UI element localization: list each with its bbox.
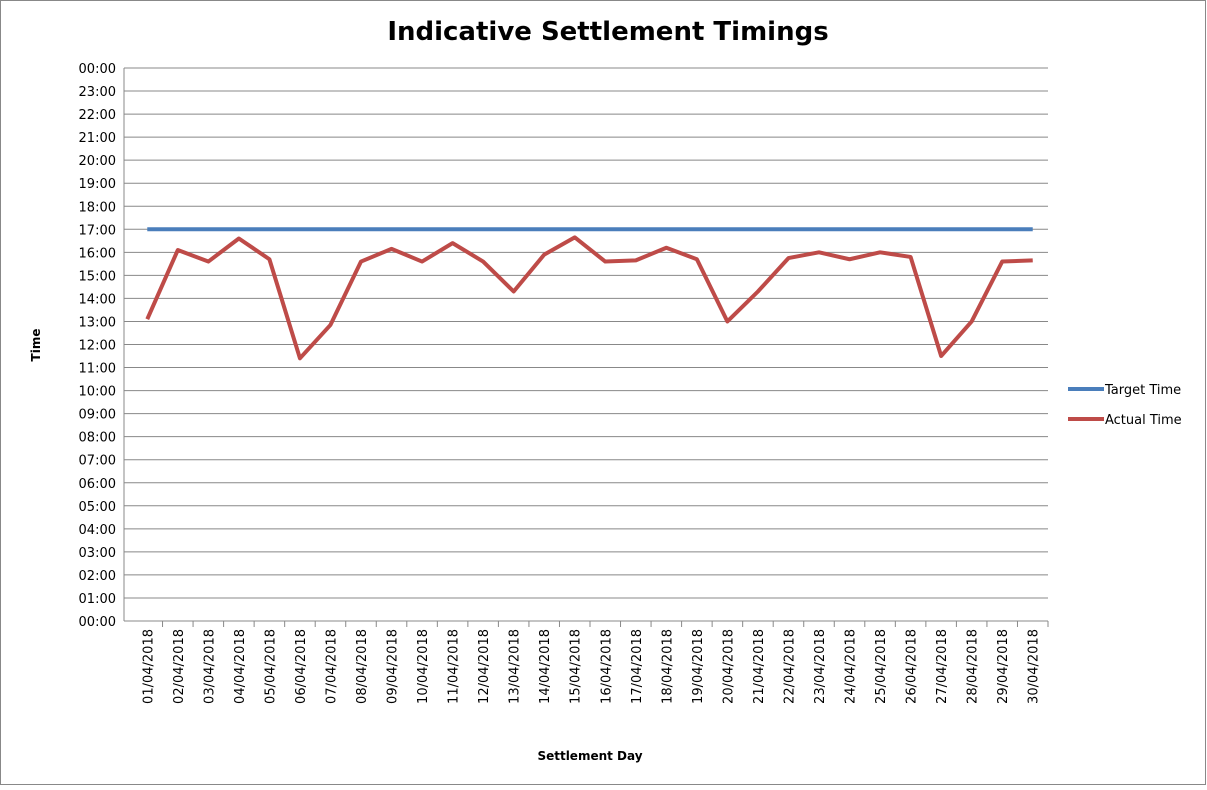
y-axis-label: Time <box>29 329 43 362</box>
x-tick-label: 16/04/2018 <box>599 629 614 704</box>
y-tick-label: 05:00 <box>79 500 116 515</box>
x-tick-label: 17/04/2018 <box>630 629 645 704</box>
x-axis-label: Settlement Day <box>537 749 642 763</box>
x-tick-label: 01/04/2018 <box>141 629 156 704</box>
legend-label: Actual Time <box>1105 413 1182 428</box>
y-tick-label: 19:00 <box>79 177 116 192</box>
x-tick-label: 27/04/2018 <box>935 629 950 704</box>
series-line <box>145 235 1033 361</box>
x-tick-label: 05/04/2018 <box>263 629 278 704</box>
y-tick-label: 02:00 <box>79 569 116 584</box>
y-tick-label: 16:00 <box>79 246 116 261</box>
x-tick-label: 28/04/2018 <box>966 629 981 704</box>
x-tick-label: 25/04/2018 <box>874 629 889 704</box>
x-tick-label: 06/04/2018 <box>294 629 309 704</box>
x-tick-label: 02/04/2018 <box>172 629 187 704</box>
y-tick-label: 09:00 <box>79 408 116 423</box>
x-tick-label: 14/04/2018 <box>538 629 553 704</box>
x-tick-label: 24/04/2018 <box>844 629 859 704</box>
y-tick-label: 10:00 <box>79 385 116 400</box>
y-tick-label: 14:00 <box>79 292 116 307</box>
x-tick-label: 03/04/2018 <box>202 629 217 704</box>
y-tick-label: 04:00 <box>79 523 116 538</box>
y-tick-label: 22:00 <box>79 108 116 123</box>
x-tick-label: 15/04/2018 <box>569 629 584 704</box>
x-tick-label: 04/04/2018 <box>233 629 248 704</box>
y-tick-label: 00:00 <box>79 62 116 77</box>
y-tick-label: 08:00 <box>79 431 116 446</box>
legend-label: Target Time <box>1104 383 1181 398</box>
x-tick-label: 07/04/2018 <box>324 629 339 704</box>
y-tick-label: 13:00 <box>79 315 116 330</box>
y-tick-label: 03:00 <box>79 546 116 561</box>
x-tick-label: 29/04/2018 <box>996 629 1011 704</box>
x-tick-label: 22/04/2018 <box>782 629 797 704</box>
y-tick-label: 23:00 <box>79 85 116 100</box>
y-tick-label: 06:00 <box>79 477 116 492</box>
y-tick-label: 18:00 <box>79 200 116 215</box>
y-tick-label: 07:00 <box>79 454 116 469</box>
y-tick-label: 15:00 <box>79 269 116 284</box>
x-tick-label: 20/04/2018 <box>721 629 736 704</box>
x-tick-label: 18/04/2018 <box>660 629 675 704</box>
y-tick-label: 11:00 <box>79 362 116 377</box>
x-tick-label: 30/04/2018 <box>1027 629 1042 704</box>
chart-title: Indicative Settlement Timings <box>387 17 828 47</box>
y-tick-label: 20:00 <box>79 154 116 169</box>
x-tick-label: 08/04/2018 <box>355 629 370 704</box>
x-tick-label: 12/04/2018 <box>477 629 492 704</box>
x-tick-label: 23/04/2018 <box>813 629 828 704</box>
y-tick-label: 00:00 <box>79 615 116 630</box>
y-tick-label: 21:00 <box>79 131 116 146</box>
x-tick-label: 11/04/2018 <box>447 629 462 704</box>
y-tick-label: 17:00 <box>79 223 116 238</box>
x-tick-label: 09/04/2018 <box>386 629 401 704</box>
y-tick-label: 01:00 <box>79 592 116 607</box>
x-tick-label: 19/04/2018 <box>691 629 706 704</box>
y-tick-label: 12:00 <box>79 339 116 354</box>
x-tick-label: 10/04/2018 <box>416 629 431 704</box>
x-tick-label: 26/04/2018 <box>905 629 920 704</box>
x-tick-label: 13/04/2018 <box>508 629 523 704</box>
x-tick-label: 21/04/2018 <box>752 629 767 704</box>
